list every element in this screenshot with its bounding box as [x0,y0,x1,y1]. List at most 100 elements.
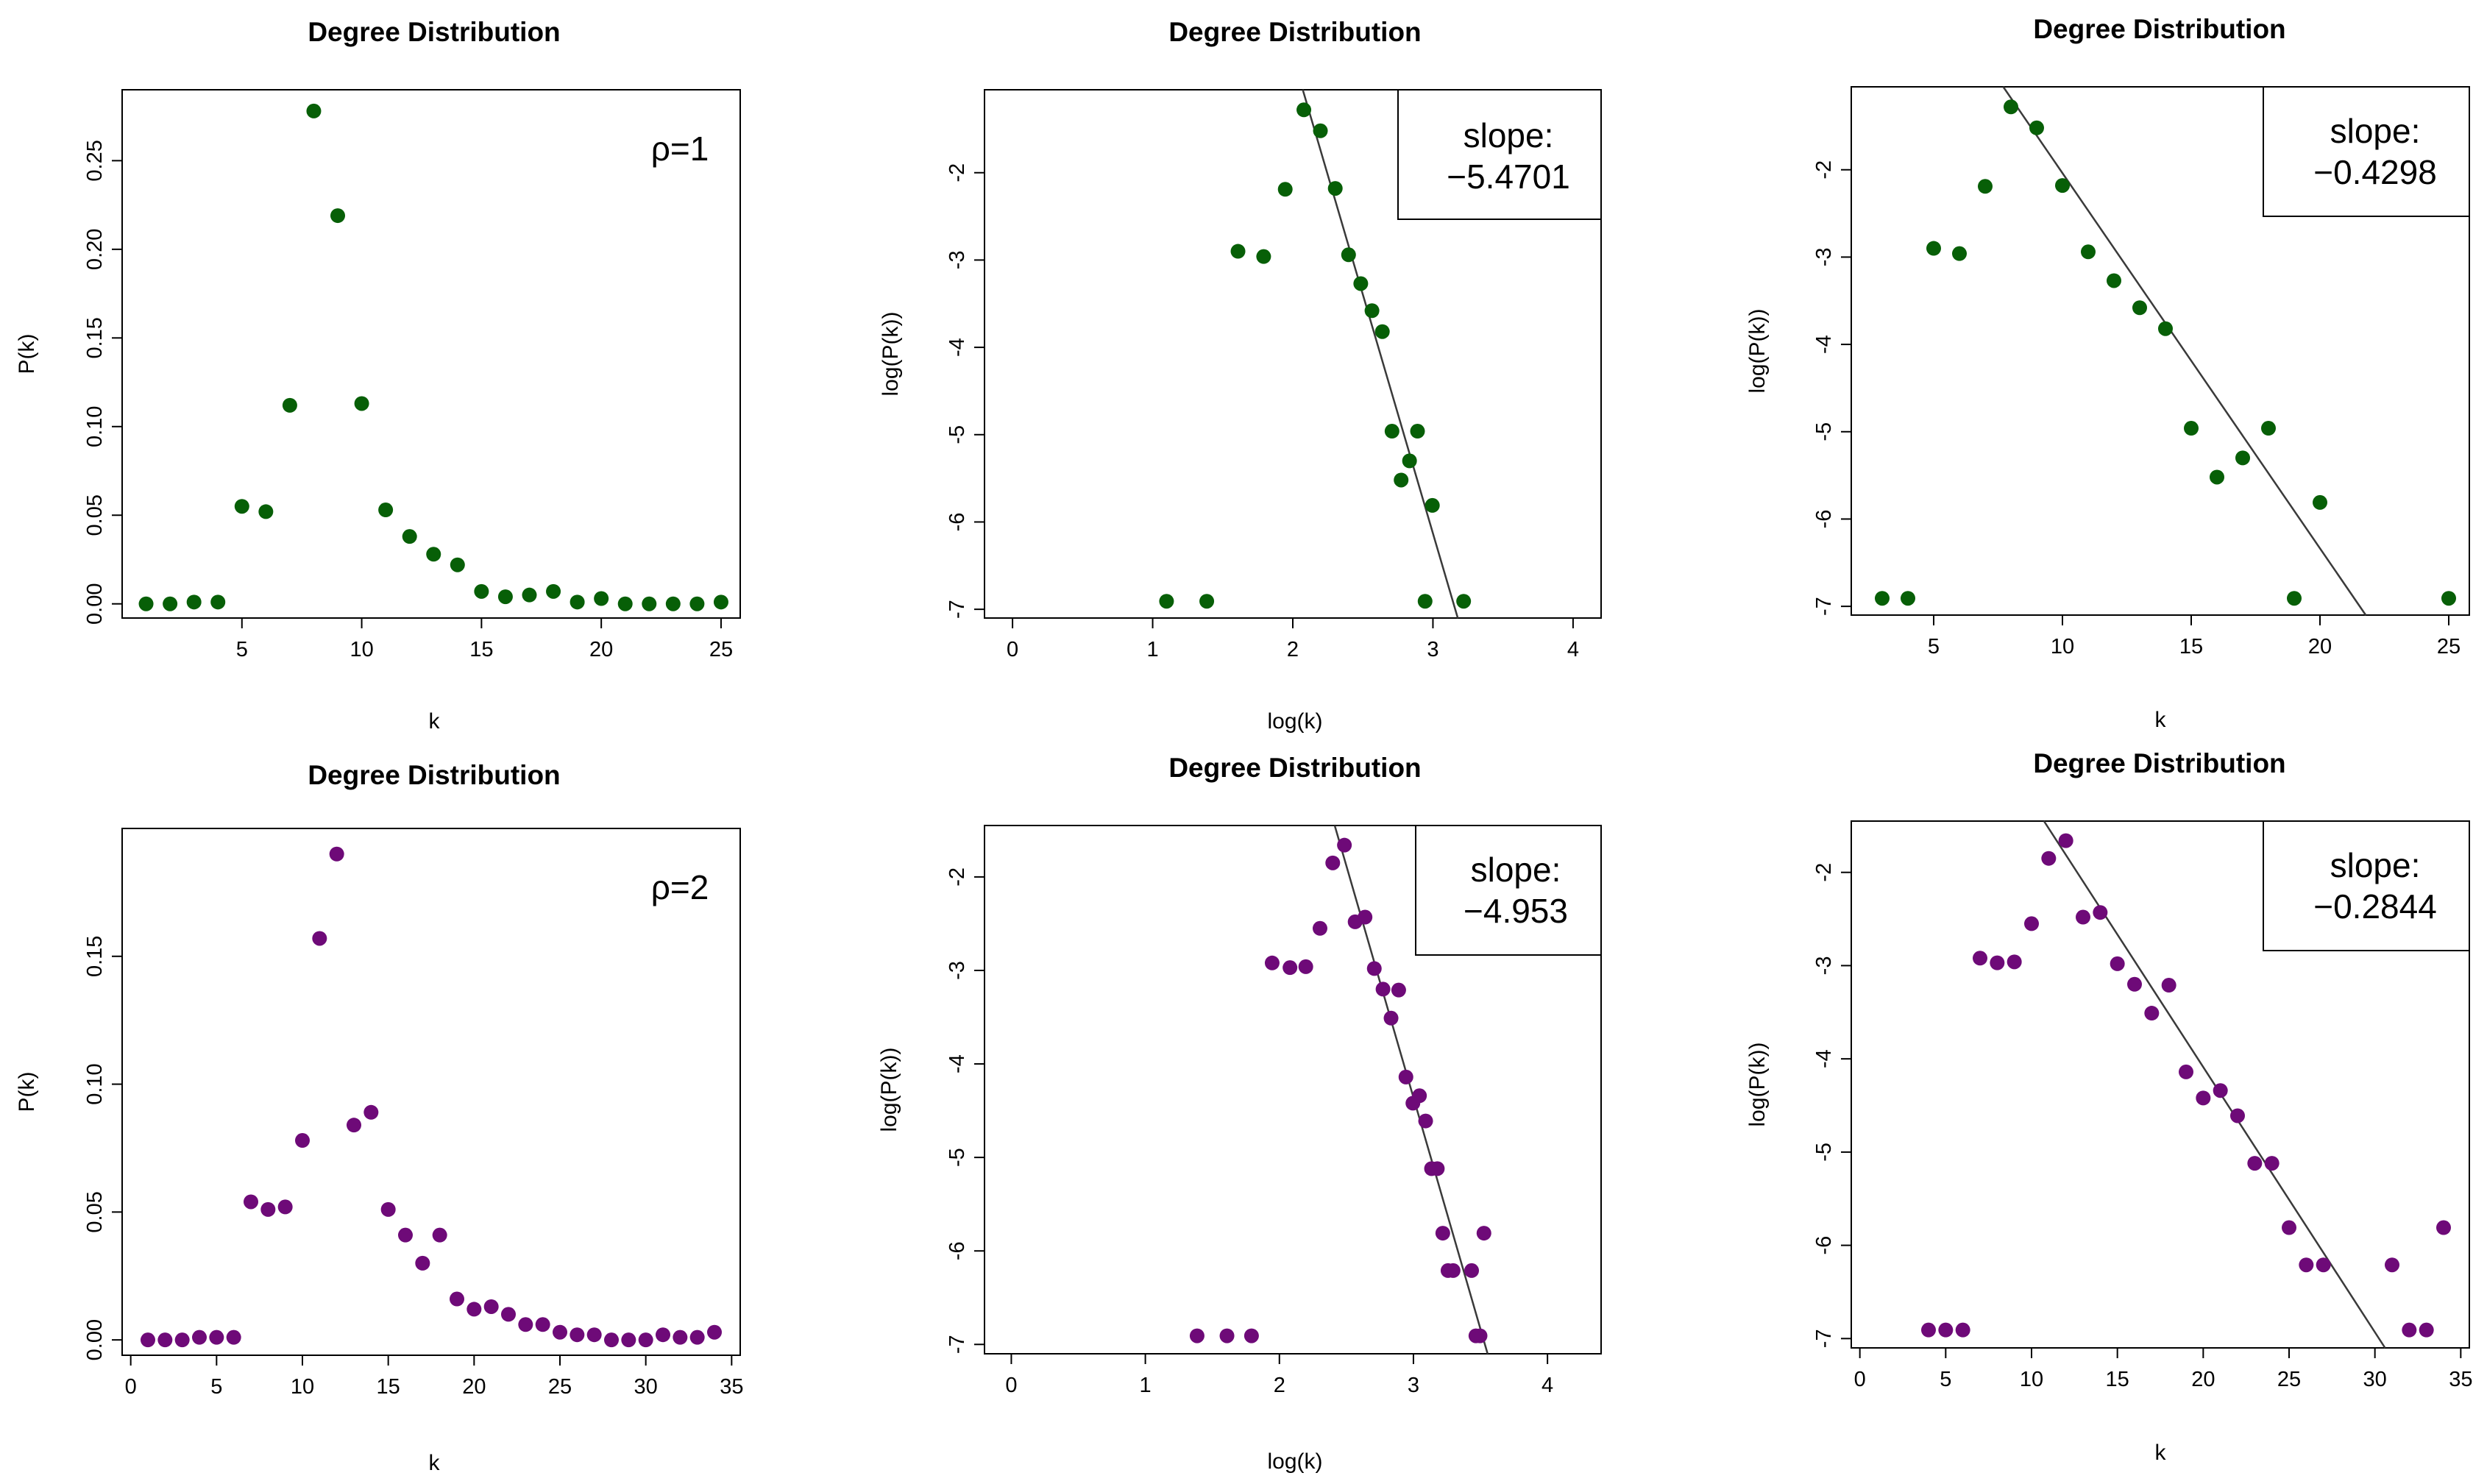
x-tick-label: 30 [634,1375,658,1399]
x-tick-label: 0 [1005,1374,1017,1397]
x-tick-label: 0 [1007,638,1018,661]
data-point [2093,905,2108,920]
y-tick-label: -6 [946,513,969,532]
data-point [2230,1108,2245,1123]
data-point [260,1201,276,1217]
data-point [1341,247,1356,263]
data-points [1875,99,2456,606]
plot-frame [984,825,1602,1355]
x-tick-label: 5 [236,638,248,661]
y-axis: 0.00 0.05 0.10 0.15 0.20 0.25 [83,140,122,625]
data-point [277,1199,293,1215]
data-point [1901,591,1915,606]
data-point [2184,421,2199,436]
data-point [163,596,178,611]
x-tick-label: 0 [125,1375,137,1399]
x-tick-label: 25 [2437,635,2461,658]
data-point [2282,1220,2296,1235]
data-point [347,1118,361,1133]
data-point [546,583,561,599]
data-point [2029,120,2044,135]
y-tick-label: 0.15 [83,936,107,977]
x-tick-label: 5 [1928,635,1940,658]
data-point [2247,1156,2263,1171]
data-point [2158,321,2173,336]
data-point [226,1329,241,1345]
data-point [2132,300,2147,316]
slope-label: slope: [2330,846,2421,884]
data-point [1264,955,1280,970]
y-tick-label: -7 [1812,597,1836,616]
data-point [244,1194,258,1210]
data-point [656,1327,670,1343]
data-point [1472,1328,1488,1343]
data-point [329,846,344,862]
x-axis-label: k [429,709,441,734]
data-point [1402,453,1417,469]
data-points [1159,102,1472,609]
data-point [2316,1257,2331,1273]
y-tick-label: -2 [1812,863,1836,882]
x-axis-label: log(k) [1267,709,1322,734]
data-point [1374,324,1390,339]
y-tick-label: 0.20 [83,229,107,270]
x-tick-label: 10 [350,638,373,661]
y-tick-label: 0.15 [83,317,107,358]
data-point [638,1332,653,1348]
data-point [378,503,394,518]
data-point [141,1332,155,1348]
y-tick-label: -3 [946,251,969,270]
y-tick-label: 0.10 [83,1063,107,1104]
slope-value: −0.2844 [2313,887,2437,926]
y-tick-label: -3 [1812,956,1836,976]
y-tick-label: -6 [946,1241,969,1260]
data-point [2402,1322,2417,1338]
data-point [642,596,657,611]
slope-label: slope: [2330,112,2421,150]
x-tick-label: 4 [1567,638,1579,661]
x-tick-label: 15 [2179,635,2203,658]
data-point [1391,982,1406,998]
data-point [2287,591,2302,606]
panel-title: Degree Distribution [1168,753,1421,783]
panel-top-right: Degree Distribution slope: −0.4298 5 10 … [1745,14,2470,732]
x-axis: 5 10 15 20 25 [1928,615,2461,658]
data-points [141,846,722,1348]
data-point [689,596,705,611]
data-point [1383,1010,1399,1026]
data-point [497,589,513,605]
x-tick-label: 10 [2020,1368,2043,1391]
fit-line [1302,89,1459,619]
data-point [2179,1064,2193,1079]
x-tick-label: 10 [291,1375,314,1399]
x-tick-label: 20 [589,638,613,661]
y-axis-label: log(P(k)) [877,1047,901,1132]
slope-legend-box [1397,89,1602,220]
data-point [1230,244,1246,259]
data-point [1189,1328,1205,1343]
x-axis-label: log(k) [1267,1449,1322,1474]
y-tick-label: 0.10 [83,406,107,447]
data-point [2419,1322,2434,1338]
y-axis-label: P(k) [15,1072,39,1112]
y-tick-label: -5 [946,425,969,444]
data-point [594,591,609,606]
data-point [2210,469,2224,485]
y-axis: -7 -6 -5 -4 -3 -2 [1812,863,1851,1348]
x-axis: 0 1 2 3 4 [1005,1354,1553,1397]
x-tick-label: 3 [1408,1374,1419,1397]
panel-top-left: Degree Distribution 5 10 15 20 25 0.00 0… [15,17,741,734]
rho-annotation: ρ=2 [651,868,709,906]
data-point [186,594,202,610]
data-point [1244,1328,1259,1343]
y-axis: -7 -6 -5 -4 -3 -2 [946,163,984,619]
data-point [330,208,346,224]
x-tick-label: 20 [462,1375,486,1399]
y-tick-label: -4 [946,338,969,357]
data-point [1938,1322,1954,1338]
data-point [2441,591,2456,606]
data-point [2024,916,2039,931]
data-points [138,103,728,611]
data-point [192,1329,207,1345]
